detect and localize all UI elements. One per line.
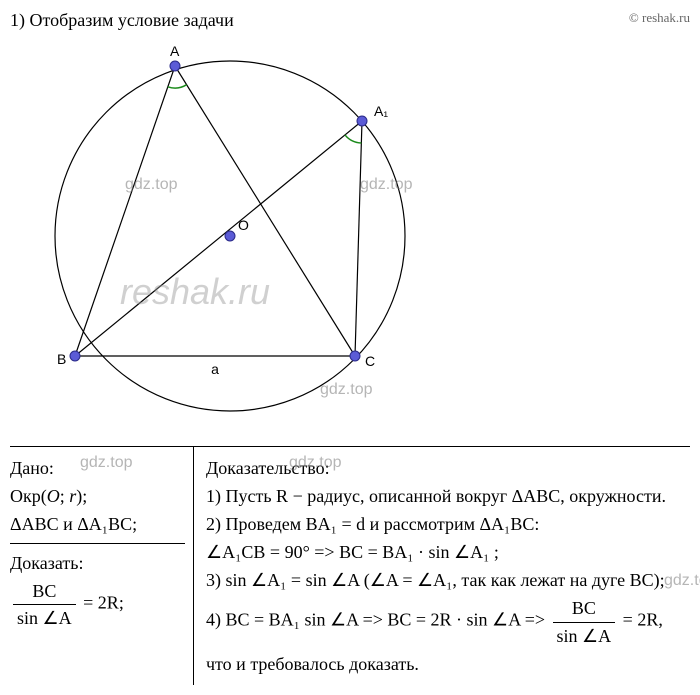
prove-eq: = 2R; — [79, 593, 124, 613]
given-title: Дано: — [10, 455, 185, 481]
watermark: gdz.top — [664, 572, 700, 590]
svg-text:O: O — [238, 217, 249, 233]
svg-text:a: a — [211, 361, 219, 377]
diagram-svg: A A₁ B C Oa — [20, 36, 480, 436]
given-l1: Окр(O; r); — [10, 483, 185, 509]
fraction-den: sin ∠A — [13, 605, 76, 631]
divider — [10, 543, 185, 544]
proof-column: Доказательство: 1) Пусть R − радиус, опи… — [194, 447, 690, 685]
given-l1-o: O — [47, 486, 60, 506]
step-label: 1) Отобразим условие задачи — [10, 10, 234, 31]
svg-text:B: B — [57, 351, 66, 367]
given-column: Дано: Окр(O; r); ΔABC и ΔA₁BC; Доказать:… — [10, 447, 194, 685]
given-l2: ΔABC и ΔA₁BC; — [10, 511, 185, 537]
proof-layout: Дано: Окр(O; r); ΔABC и ΔA₁BC; Доказать:… — [10, 446, 690, 685]
copyright: © reshak.ru — [629, 10, 690, 26]
given-l1-pre: Окр( — [10, 486, 47, 506]
fraction: BC sin ∠A — [13, 578, 76, 631]
given-l1-post: ); — [76, 486, 87, 506]
svg-text:A₁: A₁ — [374, 103, 388, 119]
fraction-num: BC — [13, 578, 76, 605]
svg-text:C: C — [365, 353, 375, 369]
svg-text:A: A — [170, 43, 180, 59]
given-l1-mid: ; — [60, 486, 70, 506]
prove-expression: BC sin ∠A = 2R; — [10, 578, 185, 631]
watermark: gdz.top — [289, 454, 341, 472]
geometry-diagram: AA₁BCOa gdz.topgdz.topgdz.topreshak.ru — [20, 36, 480, 436]
prove-title: Доказать: — [10, 550, 185, 576]
